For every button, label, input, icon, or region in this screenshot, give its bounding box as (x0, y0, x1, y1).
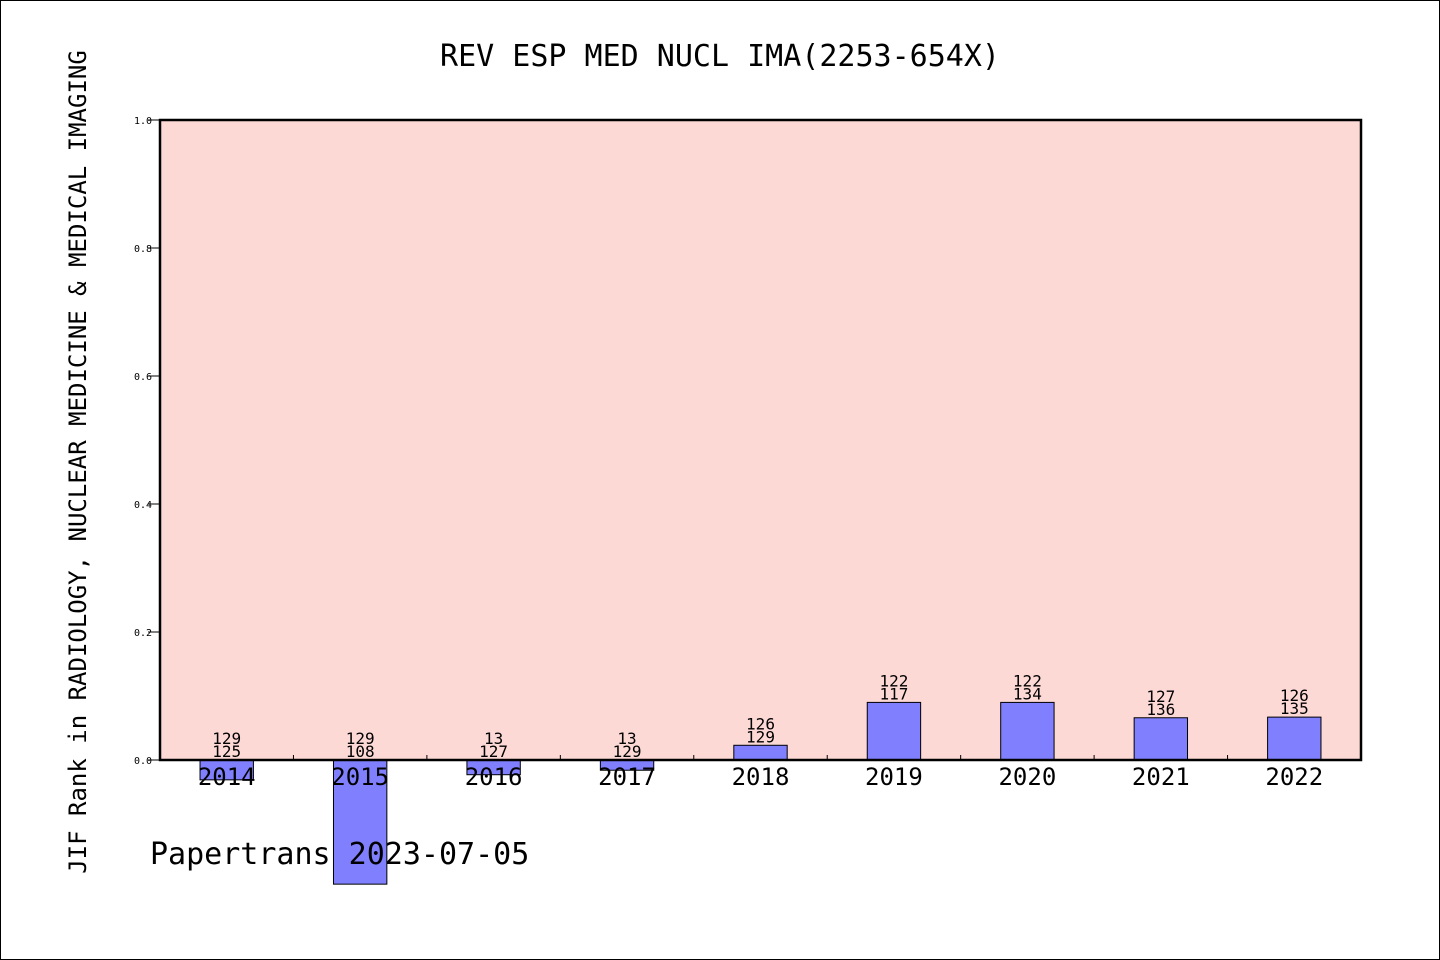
bar-label-top-2017: 13 (617, 729, 636, 748)
y-tick-label: 0.8 (134, 244, 152, 255)
plot-area (160, 120, 1361, 760)
bar-label-top-2015: 129 (346, 729, 375, 748)
bar-label-top-2020: 122 (1013, 671, 1042, 690)
bar-label-top-2016: 13 (484, 729, 503, 748)
y-tick-label: 0.4 (134, 500, 152, 511)
y-tick-label: 0.6 (134, 372, 152, 383)
y-axis-label: JIF Rank in RADIOLOGY, NUCLEAR MEDICINE … (64, 50, 92, 874)
bar-label-bottom-2020: 134 (1013, 684, 1042, 703)
y-tick-label: 1.0 (134, 116, 152, 127)
bar-label-bottom-2022: 135 (1280, 699, 1309, 718)
footer-text: Papertrans 2023-07-05 (150, 837, 529, 872)
x-tick-label-2018: 2018 (732, 763, 790, 791)
bar-label-bottom-2021: 136 (1146, 700, 1175, 719)
chart-title: REV ESP MED NUCL IMA(2253-654X) (440, 39, 1000, 74)
bar-label-bottom-2018: 129 (746, 727, 775, 746)
bar-label-top-2019: 122 (879, 671, 908, 690)
x-ticks-group: 2014 2015 2016 2017 2018 2019 2020 2021 2022 (198, 755, 1323, 791)
bar-2020 (1000, 701, 1055, 761)
bar-label-top-2021: 127 (1146, 687, 1175, 706)
x-tick-label-2016: 2016 (465, 763, 523, 791)
bar-label-bottom-2017: 129 (613, 742, 642, 761)
x-tick-label-2015: 2015 (331, 763, 389, 791)
bar-label-bottom-2015: 108 (346, 742, 375, 761)
x-tick-label-2020: 2020 (998, 763, 1056, 791)
bars-group (199, 701, 1322, 885)
x-tick-label-2019: 2019 (865, 763, 923, 791)
y-tick-label: 0.0 (134, 756, 152, 767)
x-tick-label-2014: 2014 (198, 763, 256, 791)
y-tick-label: 0.2 (134, 628, 152, 639)
bar-label-top-2018: 126 (746, 714, 775, 733)
bar-label-top-2022: 126 (1280, 686, 1309, 705)
bar-label-bottom-2016: 127 (479, 742, 508, 761)
bar-label-top-2014: 129 (212, 729, 241, 748)
x-tick-label-2022: 2022 (1265, 763, 1323, 791)
bar-label-bottom-2014: 125 (212, 742, 241, 761)
bar-2018 (733, 744, 788, 761)
plot-border (158, 118, 1363, 762)
x-tick-label-2017: 2017 (598, 763, 656, 791)
bar-label-bottom-2019: 117 (879, 684, 908, 703)
x-tick-label-2021: 2021 (1132, 763, 1190, 791)
bar-2021 (1133, 717, 1189, 761)
bar-2022 (1267, 716, 1322, 761)
y-ticks-group: 0.0 0.2 0.4 0.6 0.8 1.0 (134, 116, 160, 767)
bar-2019 (866, 701, 922, 761)
